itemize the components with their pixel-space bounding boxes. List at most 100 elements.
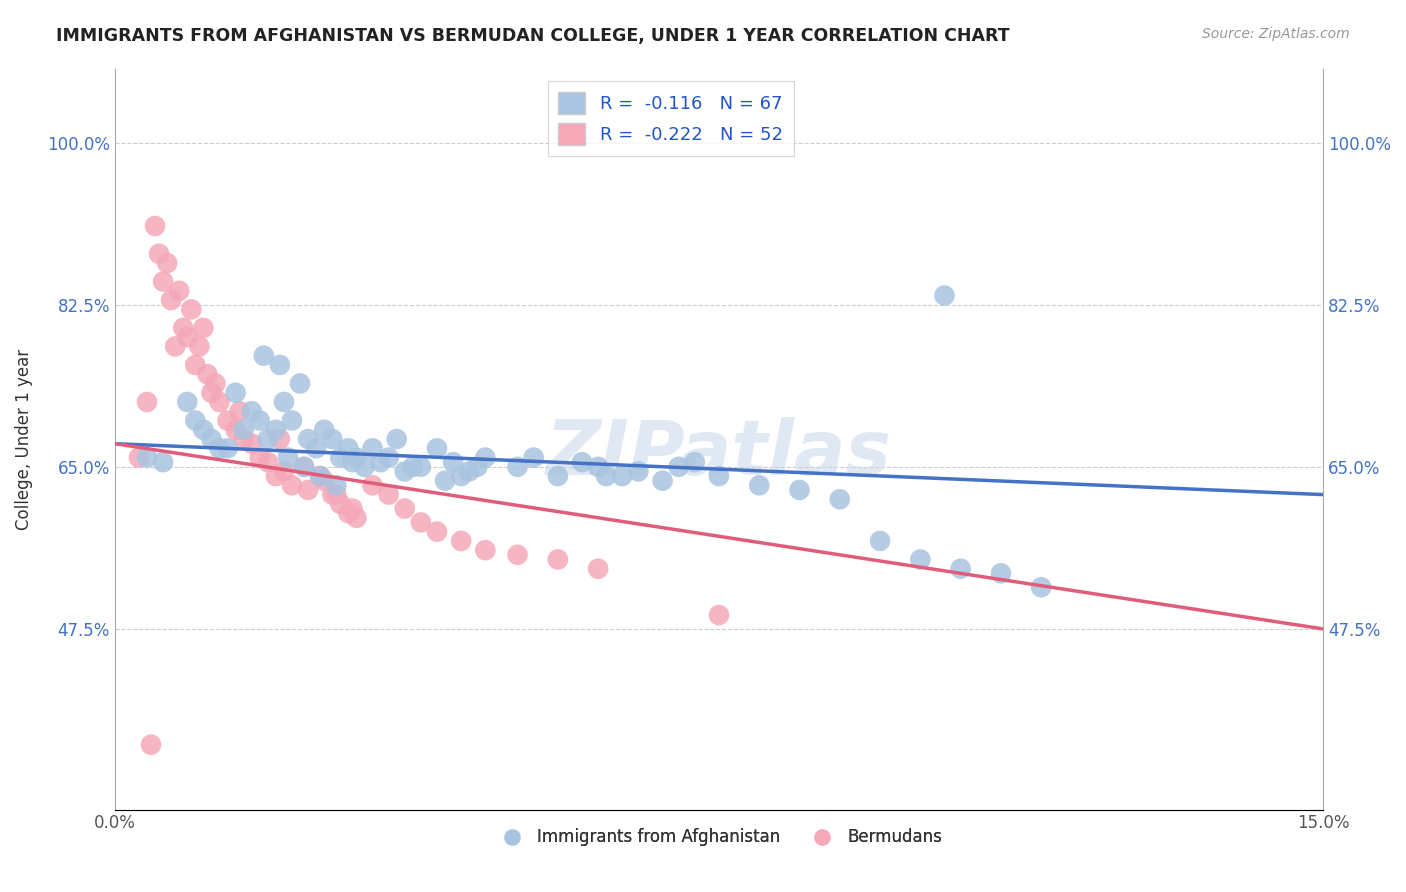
Point xyxy=(288,376,311,391)
Point xyxy=(136,395,159,409)
Point xyxy=(228,404,250,418)
Point xyxy=(707,607,730,622)
Point xyxy=(683,455,706,469)
Point xyxy=(184,413,207,427)
Point xyxy=(586,459,609,474)
Point xyxy=(172,321,194,335)
Point xyxy=(426,442,449,456)
Point xyxy=(990,566,1012,581)
Point xyxy=(208,395,231,409)
Point xyxy=(869,533,891,548)
Point xyxy=(325,487,347,501)
Point xyxy=(256,455,278,469)
Point xyxy=(232,423,254,437)
Point xyxy=(217,442,239,456)
Point xyxy=(474,543,496,558)
Point xyxy=(506,548,529,562)
Point xyxy=(1031,580,1053,594)
Point xyxy=(305,442,328,456)
Text: Source: ZipAtlas.com: Source: ZipAtlas.com xyxy=(1202,27,1350,41)
Point xyxy=(402,459,425,474)
Point xyxy=(314,423,336,437)
Point xyxy=(281,478,304,492)
Point xyxy=(281,413,304,427)
Point xyxy=(321,432,343,446)
Point xyxy=(353,459,375,474)
Point xyxy=(506,459,529,474)
Point xyxy=(176,330,198,344)
Point xyxy=(193,423,215,437)
Point xyxy=(409,459,432,474)
Point xyxy=(612,469,634,483)
Point xyxy=(707,469,730,483)
Point xyxy=(256,432,278,446)
Point xyxy=(450,469,472,483)
Point xyxy=(152,275,174,289)
Point xyxy=(523,450,546,465)
Point xyxy=(184,358,207,372)
Point xyxy=(309,469,332,483)
Point xyxy=(269,358,291,372)
Point xyxy=(180,302,202,317)
Point xyxy=(337,506,360,520)
Point xyxy=(297,432,319,446)
Point xyxy=(240,436,263,450)
Point xyxy=(377,450,399,465)
Point xyxy=(160,293,183,307)
Point xyxy=(342,455,364,469)
Point xyxy=(264,423,287,437)
Point xyxy=(370,455,392,469)
Point xyxy=(167,284,190,298)
Point xyxy=(273,395,295,409)
Point xyxy=(277,450,299,465)
Point xyxy=(337,442,360,456)
Point xyxy=(232,432,254,446)
Point xyxy=(193,321,215,335)
Point xyxy=(595,469,617,483)
Point xyxy=(269,432,291,446)
Point xyxy=(949,562,972,576)
Point xyxy=(136,450,159,465)
Point xyxy=(292,459,315,474)
Point xyxy=(450,533,472,548)
Point xyxy=(651,474,673,488)
Point xyxy=(409,516,432,530)
Point xyxy=(346,510,368,524)
Point xyxy=(547,469,569,483)
Point xyxy=(217,413,239,427)
Point xyxy=(474,450,496,465)
Point xyxy=(828,492,851,507)
Point xyxy=(208,442,231,456)
Point xyxy=(342,501,364,516)
Point xyxy=(204,376,226,391)
Point xyxy=(273,465,295,479)
Point xyxy=(249,413,271,427)
Point xyxy=(748,478,770,492)
Point xyxy=(934,288,956,302)
Point xyxy=(385,432,408,446)
Point xyxy=(627,465,650,479)
Legend: Immigrants from Afghanistan, Bermudans: Immigrants from Afghanistan, Bermudans xyxy=(489,822,949,853)
Point xyxy=(188,339,211,353)
Point xyxy=(434,474,457,488)
Point xyxy=(264,469,287,483)
Text: IMMIGRANTS FROM AFGHANISTAN VS BERMUDAN COLLEGE, UNDER 1 YEAR CORRELATION CHART: IMMIGRANTS FROM AFGHANISTAN VS BERMUDAN … xyxy=(56,27,1010,45)
Point xyxy=(441,455,464,469)
Point xyxy=(200,432,222,446)
Point xyxy=(394,501,416,516)
Point xyxy=(426,524,449,539)
Point xyxy=(197,367,219,381)
Point xyxy=(148,247,170,261)
Point xyxy=(240,404,263,418)
Point xyxy=(325,478,347,492)
Point xyxy=(329,497,352,511)
Point xyxy=(458,465,481,479)
Point xyxy=(314,474,336,488)
Point xyxy=(361,442,384,456)
Point xyxy=(547,552,569,566)
Point xyxy=(789,483,811,497)
Point xyxy=(156,256,179,270)
Point xyxy=(139,738,162,752)
Point xyxy=(321,487,343,501)
Text: ZIPatlas: ZIPatlas xyxy=(546,417,891,491)
